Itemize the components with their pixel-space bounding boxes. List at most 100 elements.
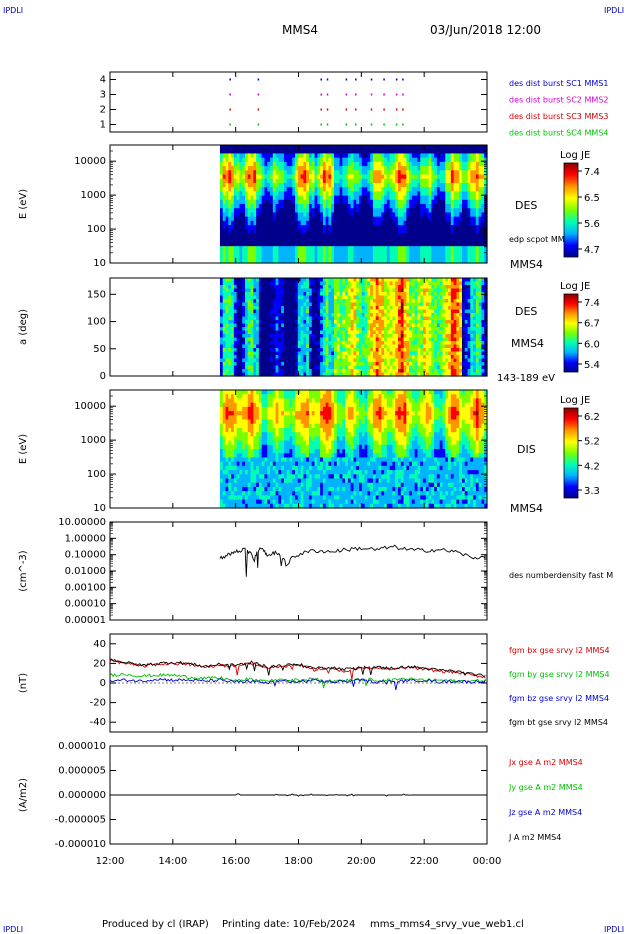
current-legend-entry: Jy gse A m2 MMS4 (508, 783, 583, 792)
mag-legend-entry: fgm by gse srvy l2 MMS4 (509, 670, 610, 679)
dis-energy-colorbar-tick-label: 4.2 (584, 461, 600, 472)
burst-mark (395, 78, 398, 81)
burst-mark (402, 93, 404, 96)
density-tick-label: 0.00010 (65, 599, 106, 610)
des-energy-colorbar-tick-label: 7.4 (584, 167, 600, 178)
burst-mark (383, 78, 385, 81)
des-energy-ylabel: E (eV) (18, 189, 29, 219)
current-tick-label: 0.000010 (58, 741, 106, 752)
des-pitch-colorbar-tick-label: 5.4 (584, 360, 600, 371)
burst-panel-tick-label: 3 (100, 90, 106, 101)
mag-tick-label: 0 (100, 678, 106, 689)
des-energy-bottom-label: MMS4 (510, 258, 543, 271)
burst-mark (370, 78, 373, 81)
corner-label-top-right: IPDLI (604, 6, 625, 15)
density-tick-label: 10.00000 (58, 517, 106, 528)
dis-energy-colorbar-tick-label: 5.2 (584, 437, 600, 448)
mag-series-line (109, 658, 486, 678)
des-pitch-right-sub: MMS4 (511, 337, 544, 350)
time-axis-label: 16:00 (221, 856, 250, 867)
burst-mark (355, 108, 357, 111)
des-pitch-tick-label: 0 (100, 371, 106, 382)
density-tick-label: 0.00001 (65, 615, 106, 626)
des-energy-tick-label: 100 (87, 224, 106, 235)
burst-mark (326, 93, 329, 96)
des-energy-colorbar-tick-label: 6.5 (584, 193, 600, 204)
burst-panel-tick-label: 1 (100, 120, 106, 131)
burst-legend-entry: des dist burst SC1 MMS1 (509, 79, 608, 88)
des-energy-colorbar-tick-label: 5.6 (584, 219, 600, 230)
des-pitch-colorbar-tick-label: 6.0 (584, 339, 600, 350)
time-axis-label: 00:00 (473, 856, 502, 867)
burst-mark (355, 123, 357, 126)
footer-producer: Produced by cl (IRAP) (102, 919, 209, 930)
mag-series-line (109, 677, 486, 691)
corner-label-bottom-left: IPDLI (3, 925, 24, 934)
mag-legend-entry: fgm bz gse srvy l2 MMS4 (509, 694, 609, 703)
current-tick-label: -0.000010 (55, 839, 106, 850)
density-tick-label: 0.10000 (65, 550, 106, 561)
burst-mark (257, 123, 260, 126)
burst-mark (320, 78, 322, 81)
burst-mark (345, 123, 348, 126)
burst-mark (320, 123, 322, 126)
current-tick-label: -0.000005 (55, 815, 106, 826)
burst-mark (229, 123, 231, 126)
dis-energy-colorbar-tick-label: 6.2 (584, 412, 600, 423)
burst-mark (320, 108, 322, 111)
des-pitch-tick-label: 50 (93, 344, 106, 355)
density-frame (109, 521, 488, 621)
des-energy-colorbar (563, 162, 579, 258)
burst-mark (370, 108, 373, 111)
des-pitch-ylabel: a (deg) (18, 309, 29, 345)
current-legend-entry: Jz gse A m2 MMS4 (508, 808, 582, 817)
density-series-line (219, 544, 486, 577)
time-axis-label: 14:00 (158, 856, 187, 867)
burst-mark (320, 93, 322, 96)
time-axis-label: 18:00 (284, 856, 313, 867)
density-tick-label: 0.00100 (65, 582, 106, 593)
density-ylabel: (cm^-3) (18, 550, 29, 591)
density-tick-label: 0.01000 (65, 566, 106, 577)
corner-label-top-left: IPDLI (3, 6, 24, 15)
burst-mark (402, 123, 404, 126)
des-energy-spectrogram (219, 145, 488, 264)
corner-label-bottom-right: IPDLI (604, 925, 625, 934)
des-energy-right-label: DES (515, 199, 537, 212)
time-axis-label: 12:00 (96, 856, 125, 867)
current-legend-entry: J A m2 MMS4 (508, 833, 561, 842)
burst-mark (395, 93, 398, 96)
footer-filename: mms_mms4_srvy_vue_web1.cl (370, 919, 524, 930)
mag-tick-label: -40 (90, 717, 106, 728)
des-energy-colorbar-title: Log JE (560, 150, 590, 161)
current-legend-entry: Jx gse A m2 MMS4 (508, 758, 583, 767)
time-axis-label: 20:00 (347, 856, 376, 867)
burst-panel-tick-label: 4 (100, 75, 106, 86)
des-energy-right-sub: edp scpot MMS4 (509, 235, 575, 244)
burst-mark (383, 108, 385, 111)
time-axis-label: 22:00 (410, 856, 439, 867)
burst-mark (383, 123, 385, 126)
des-pitch-colorbar (563, 293, 579, 373)
date-label: 03/Jun/2018 12:00 (430, 23, 542, 37)
burst-mark (229, 78, 231, 81)
des-pitch-bottom-label: 143-189 eV (497, 373, 555, 384)
burst-mark (402, 108, 404, 111)
dis-energy-spectrogram (219, 390, 488, 509)
dis-energy-colorbar-title: Log JE (560, 395, 590, 406)
burst-mark (257, 108, 260, 111)
burst-mark (402, 78, 404, 81)
mag-legend-entry: fgm bt gse srvy l2 MMS4 (509, 718, 608, 727)
burst-mark (229, 93, 231, 96)
des-energy-tick-label: 1000 (81, 190, 106, 201)
des-energy-tick-label: 10 (93, 258, 106, 269)
mag-tick-label: 20 (93, 658, 106, 669)
current-ylabel: (A/m2) (18, 778, 29, 812)
current-tick-label: 0.000000 (58, 790, 106, 801)
burst-panel-frame (109, 71, 488, 133)
burst-legend-entry: des dist burst SC3 MMS3 (509, 112, 608, 121)
mag-tick-label: -20 (90, 698, 106, 709)
burst-mark (345, 93, 348, 96)
burst-mark (355, 93, 357, 96)
